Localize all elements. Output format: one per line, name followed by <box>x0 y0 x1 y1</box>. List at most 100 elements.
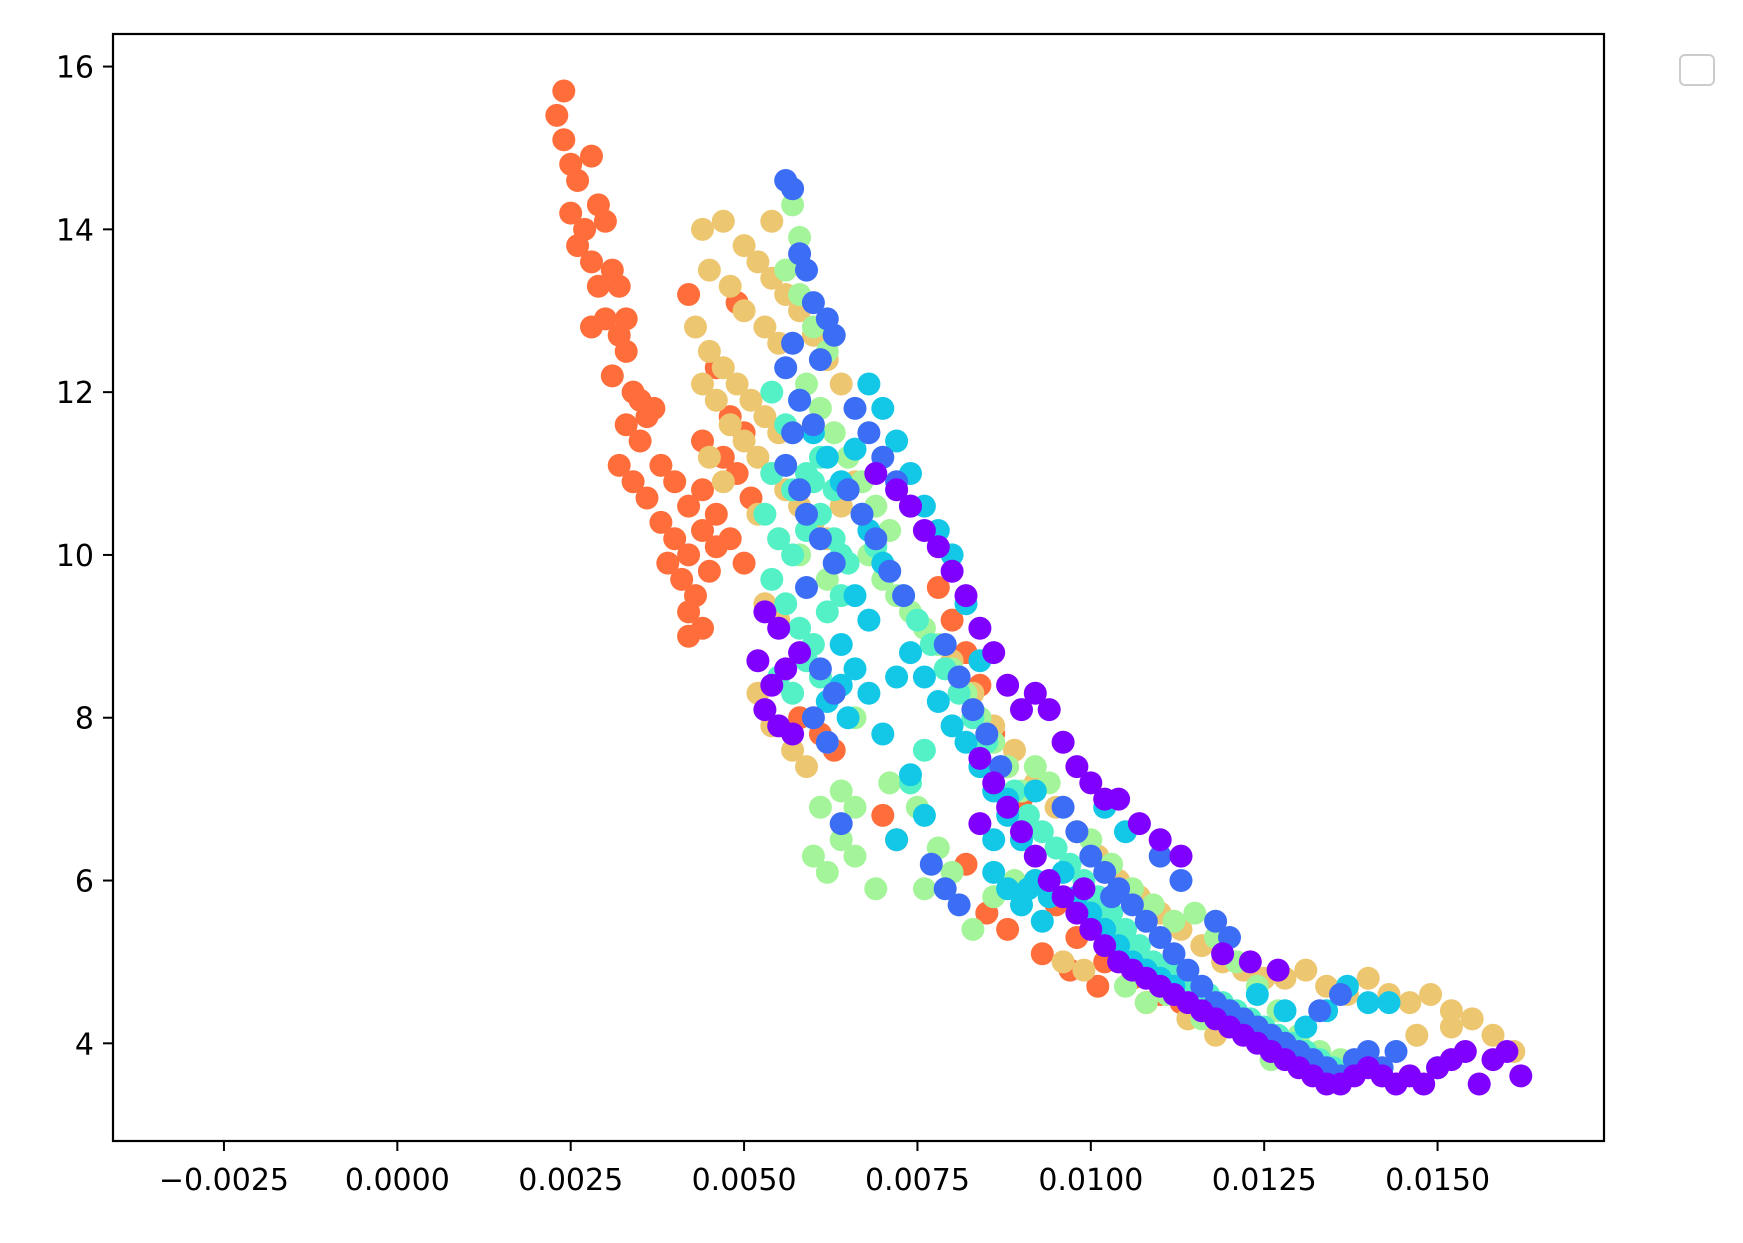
data-point <box>940 559 964 583</box>
data-point <box>677 494 701 518</box>
plot-points <box>545 79 1533 1096</box>
x-tick-label: −0.0025 <box>159 1163 289 1198</box>
data-point <box>677 600 701 624</box>
data-point <box>968 812 992 836</box>
data-point <box>1107 787 1131 811</box>
data-point <box>1419 983 1443 1006</box>
data-point <box>1072 958 1096 982</box>
data-point <box>912 877 936 901</box>
data-point <box>614 339 638 363</box>
data-point <box>781 193 805 217</box>
data-point <box>580 250 603 274</box>
data-point <box>1460 1007 1484 1031</box>
data-point <box>746 445 770 469</box>
y-tick-label: 12 <box>56 376 94 411</box>
data-point <box>940 608 964 632</box>
data-point <box>781 722 805 746</box>
data-point <box>878 559 902 583</box>
data-point <box>1023 755 1047 779</box>
data-point <box>885 828 909 852</box>
data-point <box>1266 958 1290 982</box>
data-point <box>1023 844 1047 868</box>
data-point <box>871 722 895 746</box>
data-point <box>1148 926 1172 949</box>
data-point <box>1356 1040 1380 1063</box>
data-point <box>718 413 742 437</box>
data-point <box>1238 950 1262 974</box>
data-point <box>746 250 770 274</box>
data-point <box>996 877 1020 901</box>
x-tick-label: 0.0100 <box>1038 1163 1143 1198</box>
data-point <box>746 649 770 673</box>
plot-frame <box>111 32 1606 1143</box>
data-point <box>1183 901 1207 925</box>
data-point <box>1453 1040 1477 1063</box>
data-point <box>635 405 659 429</box>
data-point <box>1245 983 1269 1006</box>
data-point <box>788 478 812 502</box>
data-point <box>912 665 936 689</box>
data-point <box>912 738 936 762</box>
legend-box <box>1679 54 1715 86</box>
data-point <box>1439 999 1463 1023</box>
data-point <box>1010 698 1033 722</box>
data-point <box>857 372 881 396</box>
data-point <box>850 502 874 526</box>
series-6 <box>746 462 1533 1096</box>
data-point <box>1356 966 1380 990</box>
data-point <box>857 681 881 705</box>
data-point <box>670 567 694 591</box>
data-point <box>677 624 701 648</box>
data-point <box>843 437 867 461</box>
data-point <box>933 633 957 656</box>
data-point <box>843 584 867 608</box>
data-point <box>704 388 728 412</box>
data-point <box>788 226 812 249</box>
data-point <box>1100 885 1124 909</box>
data-point <box>1398 991 1422 1015</box>
data-point <box>1079 917 1103 941</box>
data-point <box>788 641 812 665</box>
data-point <box>1134 991 1158 1015</box>
data-point <box>649 453 673 477</box>
data-point <box>649 510 673 534</box>
data-point <box>899 641 922 665</box>
data-point <box>926 576 950 599</box>
data-point <box>767 616 791 640</box>
data-point <box>961 698 985 722</box>
data-point <box>1162 909 1186 933</box>
data-point <box>885 478 909 502</box>
data-point <box>1037 869 1061 892</box>
data-point <box>996 917 1020 941</box>
data-point <box>822 323 846 347</box>
data-point <box>718 274 742 298</box>
data-point <box>552 79 576 103</box>
data-point <box>836 706 860 730</box>
data-point <box>892 584 916 608</box>
data-point <box>1030 820 1054 844</box>
y-tick-label: 10 <box>56 539 94 574</box>
data-point <box>593 209 617 233</box>
data-point <box>926 535 950 559</box>
data-point <box>711 356 735 380</box>
data-point <box>864 527 888 551</box>
data-point <box>919 852 943 876</box>
data-point <box>753 600 777 624</box>
data-point <box>947 665 971 689</box>
data-point <box>871 396 895 420</box>
data-point <box>552 128 576 152</box>
data-point <box>1030 909 1054 933</box>
data-point <box>1030 942 1054 966</box>
data-point <box>753 405 777 429</box>
data-point <box>1412 1072 1436 1096</box>
data-point <box>815 600 839 624</box>
data-point <box>801 844 825 868</box>
data-point <box>864 877 888 901</box>
data-point <box>1093 934 1117 958</box>
data-point <box>1162 942 1186 966</box>
data-point <box>781 421 805 445</box>
data-point <box>1065 820 1089 844</box>
data-point <box>739 388 763 412</box>
data-point <box>767 527 791 551</box>
data-point <box>912 803 936 827</box>
